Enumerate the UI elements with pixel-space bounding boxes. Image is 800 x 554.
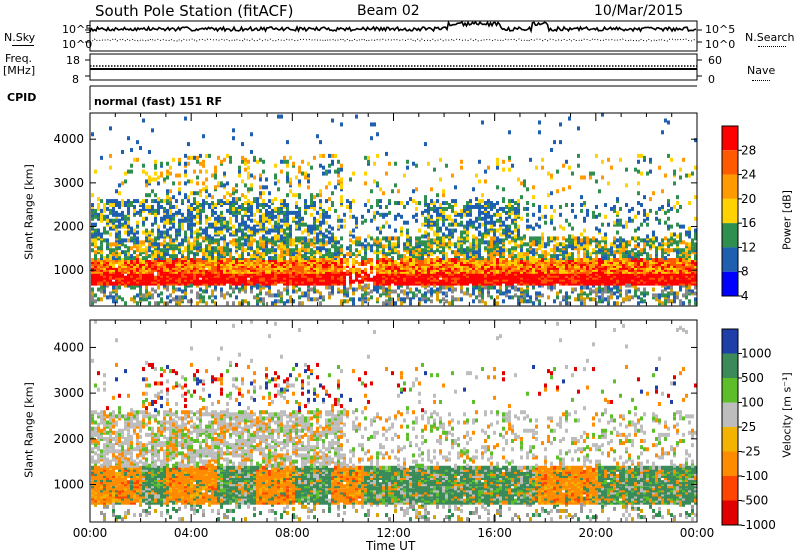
- power-colorbar-swatch-3: [722, 198, 738, 224]
- nsearch-label: N.Search: [745, 31, 795, 44]
- velocity-colorbar-tick-label-7: -1000: [741, 518, 776, 532]
- nave-label: Nave: [747, 64, 776, 77]
- power-colorbar-swatch-5: [722, 247, 738, 272]
- velocity-xtick-label-6: 00:00: [680, 526, 715, 540]
- velocity-colorbar-tick-label-1: 500: [741, 371, 764, 385]
- noise-right-tick-top: 10^5: [705, 23, 736, 36]
- power-colorbar-frame: [721, 125, 739, 297]
- velocity-ytick-label-0: 1000: [53, 478, 84, 492]
- noise-left-tick-bottom: 10^0: [62, 38, 93, 51]
- velocity-ylabel: Slant Range [km]: [22, 382, 36, 478]
- velocity-colorbar-tick-label-2: 100: [741, 396, 764, 410]
- power-ylabel: Slant Range [km]: [22, 164, 36, 260]
- velocity-colorbar-swatch-4: [722, 427, 738, 452]
- cpid-label: CPID: [7, 91, 37, 104]
- velocity-colorbar-swatch-2: [722, 378, 738, 403]
- power-colorbar-tick-label-2: 20: [741, 192, 756, 206]
- freq-right-tick-top: 60: [708, 54, 722, 67]
- velocity-colorbar-tick-label-4: -25: [741, 445, 761, 459]
- noise-panel-frame: [89, 20, 698, 52]
- station-title: South Pole Station (fitACF): [95, 2, 294, 20]
- power-colorbar-swatch-2: [722, 174, 738, 199]
- power-ytick-label-1: 2000: [53, 220, 84, 234]
- nsearch-legend-line: [758, 46, 786, 47]
- velocity-colorbar: 1000 500 100 25 -25 -100 -500 -1000: [721, 328, 776, 532]
- velocity-colorbar-swatch-1: [722, 353, 738, 378]
- power-colorbar-tick-label-3: 16: [741, 216, 756, 230]
- velocity-xtick-label-4: 16:00: [477, 526, 512, 540]
- power-colorbar-tick-label-4: 12: [741, 240, 756, 254]
- freq-label: Freq.: [5, 52, 33, 65]
- velocity-colorbar-tick-label-3: 25: [741, 420, 756, 434]
- noise-left-tick-top: 10^5: [62, 23, 93, 36]
- cpid-text: normal (fast) 151 RF: [94, 95, 222, 108]
- power-colorbar-tick-label-5: 8: [741, 265, 749, 279]
- velocity-colorbar-swatch-5: [722, 451, 738, 476]
- velocity-panel: 1000 2000 3000 4000 00:00 04:00 08:00 12:00 16:0…: [53, 319, 715, 540]
- nsearch-trace: [89, 38, 697, 42]
- power-ytick-label-3: 4000: [53, 132, 84, 146]
- velocity-colorbar-swatch-0: [722, 329, 738, 354]
- velocity-colorbar-swatch-6: [722, 476, 738, 501]
- freq-panel-frame: [89, 53, 698, 81]
- freq-unit-label: [MHz]: [3, 64, 36, 77]
- velocity-xtick-label-0: 00:00: [73, 526, 108, 540]
- freq-right-tick-bottom: 0: [708, 73, 715, 86]
- power-ytick-label-0: 1000: [53, 263, 84, 277]
- velocity-data-cells: [91, 319, 697, 522]
- freq-left-tick-top: 18: [66, 54, 80, 67]
- velocity-colorbar-label: Velocity [m s⁻¹]: [780, 372, 794, 458]
- velocity-xtick-label-5: 20:00: [579, 526, 614, 540]
- freq-left-tick-bottom: 8: [72, 73, 79, 86]
- power-colorbar: 28 24 20 16 12 8 4: [721, 125, 756, 303]
- velocity-xtick-label-3: 12:00: [376, 526, 411, 540]
- power-colorbar-swatch-6: [722, 271, 738, 296]
- x-axis-label: Time UT: [366, 539, 416, 553]
- power-panel: 1000 2000 3000 4000: [53, 112, 698, 307]
- power-colorbar-tick-label-1: 24: [741, 168, 756, 182]
- velocity-colorbar-tick-label-5: -100: [741, 469, 768, 483]
- power-ytick-label-2: 3000: [53, 176, 84, 190]
- velocity-colorbar-swatch-3: [722, 402, 738, 427]
- date-label: 10/Mar/2015: [594, 3, 684, 19]
- beam-label: Beam 02: [357, 3, 420, 19]
- nave-legend-line: [752, 80, 770, 81]
- power-colorbar-swatch-4: [722, 223, 738, 248]
- velocity-colorbar-swatch-7: [722, 500, 738, 525]
- power-colorbar-swatch-0: [722, 126, 738, 151]
- velocity-colorbar-tick-label-0: 1000: [741, 347, 772, 361]
- velocity-ytick-label-2: 3000: [53, 386, 84, 400]
- velocity-xtick-label-2: 08:00: [275, 526, 310, 540]
- velocity-colorbar-tick-label-6: -500: [741, 494, 768, 508]
- nsky-trace: [89, 19, 697, 34]
- noise-right-tick-bottom: 10^0: [705, 38, 736, 51]
- power-data-cells: [91, 112, 697, 306]
- velocity-ytick-label-1: 2000: [53, 432, 84, 446]
- power-colorbar-tick-label-6: 4: [741, 289, 749, 303]
- power-colorbar-tick-label-0: 28: [741, 143, 756, 157]
- velocity-ytick-label-3: 4000: [53, 340, 84, 354]
- nsky-legend-line: [12, 45, 34, 46]
- power-colorbar-label: Power [dB]: [780, 190, 794, 250]
- nsky-label: N.Sky: [4, 31, 36, 44]
- power-colorbar-swatch-1: [722, 150, 738, 175]
- velocity-xtick-label-1: 04:00: [174, 526, 209, 540]
